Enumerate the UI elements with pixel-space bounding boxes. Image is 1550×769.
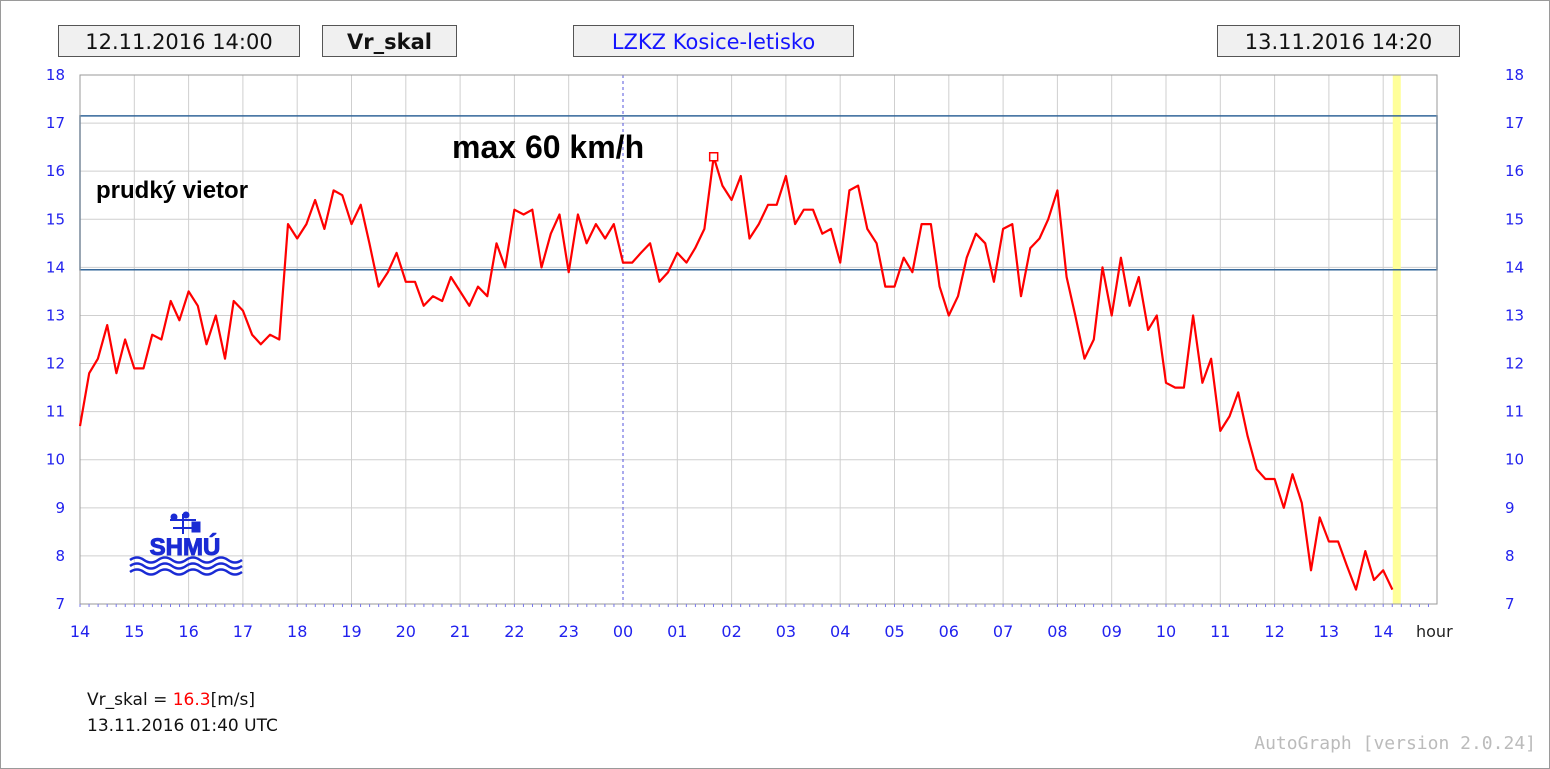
y-tick-label-right: 12 (1505, 355, 1524, 373)
wind-speed-line (78, 155, 1394, 591)
y-tick-label-right: 18 (1505, 66, 1524, 84)
y-tick-label-left: 17 (46, 114, 65, 132)
readout-label: Vr_skal = (87, 690, 173, 710)
line-chart: 7 7 8 8 9 9 10 10 11 11 12 12 13 13 14 14 15 15 16 16 17 17 18… (46, 66, 1524, 641)
cursor-readout-value: Vr_skal = 16.3[m/s] (87, 690, 255, 710)
max-marker (708, 152, 719, 162)
x-tick-label: 14 (1373, 622, 1393, 641)
x-tick-label: 12 (1264, 622, 1284, 641)
y-tick-labels: 7 7 8 8 9 9 10 10 11 11 12 12 13 13 14 14 15 15 16 16 17 17 18… (46, 66, 1524, 613)
x-tick-label: 20 (396, 622, 416, 641)
y-tick-label-right: 10 (1505, 451, 1524, 469)
cursor-readout-time: 13.11.2016 01:40 UTC (87, 716, 278, 736)
y-tick-label-left: 8 (55, 547, 65, 565)
y-tick-label-left: 13 (46, 306, 65, 324)
x-tick-label: 10 (1156, 622, 1176, 641)
y-tick-label-right: 16 (1505, 162, 1524, 180)
end-time-box[interactable]: 13.11.2016 14:20 (1217, 25, 1460, 57)
y-tick-label-left: 11 (46, 403, 65, 421)
x-tick-label: 23 (559, 622, 579, 641)
x-tick-label: 18 (287, 622, 307, 641)
y-tick-label-left: 12 (46, 355, 65, 373)
axes (79, 74, 1438, 607)
x-tick-label: 03 (776, 622, 796, 641)
max-label: max 60 km/h (452, 129, 644, 165)
x-tick-label: 15 (124, 622, 144, 641)
shmu-logo: SHMÚ (129, 511, 243, 576)
x-tick-label: 19 (341, 622, 361, 641)
y-tick-label-left: 7 (55, 595, 65, 613)
x-tick-label: 04 (830, 622, 850, 641)
y-tick-label-left: 9 (55, 499, 65, 517)
now-marker-bar (1392, 75, 1401, 604)
x-tick-label: 09 (1102, 622, 1122, 641)
x-tick-label: 08 (1047, 622, 1067, 641)
y-tick-label-right: 9 (1505, 499, 1515, 517)
x-tick-label: 06 (939, 622, 959, 641)
x-tick-label: 05 (884, 622, 904, 641)
x-axis-label: hour (1416, 622, 1453, 641)
logo-lettering: SHMÚ (150, 533, 221, 561)
now-marker (1392, 75, 1401, 604)
x-tick-labels: 14 15 16 17 18 19 20 21 22 23 00 01 02 03 04 05 06 07 08 09… (70, 622, 1394, 641)
y-tick-label-right: 11 (1505, 403, 1524, 421)
band-label: prudký vietor (96, 177, 248, 204)
x-tick-label: 22 (504, 622, 524, 641)
x-tick-label: 14 (70, 622, 90, 641)
variable-box[interactable]: Vr_skal (322, 25, 457, 57)
y-tick-label-left: 18 (46, 66, 65, 84)
x-tick-label: 01 (667, 622, 687, 641)
x-tick-label: 07 (993, 622, 1013, 641)
x-tick-label: 13 (1319, 622, 1339, 641)
version-footer: AutoGraph [version 2.0.24] (1254, 733, 1536, 754)
x-tick-label: 21 (450, 622, 470, 641)
strong-wind-band (79, 115, 1438, 271)
series-line (78, 155, 1394, 591)
y-tick-label-left: 10 (46, 451, 65, 469)
x-tick-label: 11 (1210, 622, 1230, 641)
y-tick-label-right: 15 (1505, 210, 1524, 228)
readout-unit: [m/s] (210, 690, 255, 710)
y-tick-label-left: 16 (46, 162, 65, 180)
y-tick-label-right: 14 (1505, 258, 1524, 276)
grid-lines (79, 74, 1437, 605)
y-tick-label-left: 14 (46, 258, 65, 276)
y-tick-label-right: 13 (1505, 306, 1524, 324)
station-box[interactable]: LZKZ Kosice-letisko (573, 25, 854, 57)
band-rect (79, 115, 1438, 271)
x-tick-label: 16 (178, 622, 198, 641)
start-time-box[interactable]: 12.11.2016 14:00 (58, 25, 300, 57)
plot-border (79, 74, 1438, 605)
x-tick-label: 02 (721, 622, 741, 641)
x-tick-label: 00 (613, 622, 633, 641)
y-tick-label-right: 7 (1505, 595, 1515, 613)
y-tick-label-left: 15 (46, 210, 65, 228)
readout-value: 16.3 (172, 690, 211, 710)
y-tick-label-right: 17 (1505, 114, 1524, 132)
x-tick-label: 17 (233, 622, 253, 641)
y-tick-label-right: 8 (1505, 547, 1515, 565)
max-point-marker (708, 152, 719, 162)
